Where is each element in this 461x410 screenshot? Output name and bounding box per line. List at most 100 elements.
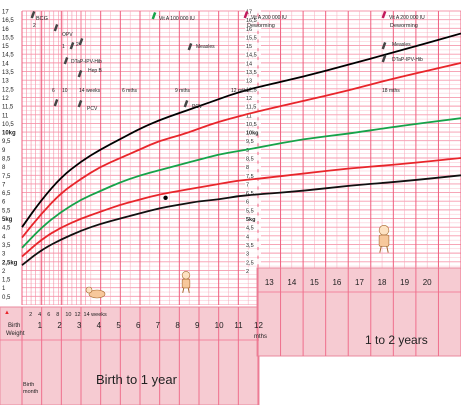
annot-age: 18 mths: [382, 88, 400, 94]
x-tick-month: 10: [215, 321, 224, 330]
y-tick-label: 13: [2, 79, 9, 85]
x-tick-month: 7: [156, 321, 161, 330]
y-tick-mid-bg: [245, 94, 261, 100]
birth-month-label: Birth: [23, 382, 34, 388]
y-tick-mid-bg: [245, 68, 261, 75]
x-tick-month-year2: 17: [355, 278, 364, 287]
y-tick-mid-bg: [245, 215, 261, 222]
y-tick-label: 6,5: [2, 191, 11, 197]
y-tick-label: 14: [2, 61, 9, 67]
y-tick-mid-label: 7: [246, 182, 249, 188]
y-tick-mid-bg: [245, 198, 261, 204]
y-tick-mid-bg: [245, 232, 261, 239]
y-tick-label: 3,5: [2, 243, 11, 249]
x-tick-month: 1: [38, 321, 43, 330]
annot-measles: Measles: [392, 42, 411, 48]
annot-age: 14 weeks: [79, 88, 101, 94]
annot-pcv: PCV: [87, 106, 98, 112]
y-tick-label: 7,5: [2, 174, 11, 180]
vial-icon: [381, 10, 387, 19]
y-tick-mid-label: 9: [246, 148, 249, 154]
y-tick-mid-bg: [245, 59, 261, 66]
y-tick-mid-bg: [245, 180, 261, 187]
y-tick-label: 11: [2, 113, 9, 119]
y-tick-label: 8: [2, 165, 6, 171]
y-tick-mid-bg: [245, 103, 261, 109]
x-tick-month-year2: 18: [378, 278, 387, 287]
y-tick-mid-label: 5,5: [246, 208, 254, 214]
vial-icon: [183, 99, 189, 108]
y-tick-label: 11,5: [2, 105, 14, 111]
x-tick-month: 5: [116, 321, 121, 330]
x-tick-month: 3: [77, 321, 82, 330]
y-tick-mid-bg: [245, 172, 261, 178]
y-tick-mid-label: 9,5: [246, 139, 254, 145]
y-tick-mid-bg: [245, 77, 261, 83]
birth-weight-label: Birth: [8, 323, 20, 329]
growth-curve: [21, 62, 461, 239]
annot-vita: Vit A 200 000 IU: [251, 15, 287, 21]
y-tick-label: 12: [2, 96, 9, 102]
y-tick-mid-label: 8: [246, 165, 249, 171]
y-tick-label: 5,5: [2, 208, 11, 214]
y-tick-mid-label: 11,5: [246, 105, 256, 111]
y-tick-label: 8,5: [2, 157, 11, 163]
y-tick-labels: 1716,51615,51514,51413,51312,51211,51110…: [0, 0, 21, 305]
growth-curves: [21, 32, 461, 266]
y-tick-mid-label: 11: [246, 113, 252, 119]
y-tick-mid-bg: [245, 111, 261, 118]
year2-label: 1 to 2 years: [365, 333, 428, 347]
annot-opv: OPV: [62, 32, 73, 38]
y-tick-mid-label: 3,5: [246, 243, 254, 249]
y-tick-mid-bg: [245, 129, 261, 135]
x-tick-week: 14 weeks: [84, 312, 107, 318]
y-tick-labels-middle: 17 16,5 16 15,5 15 14,5 14 13,5 13 12,5 12 11,5 11 10…: [245, 8, 261, 275]
panel-year1: [0, 306, 260, 406]
x-tick-month-year2: 16: [332, 278, 341, 287]
y-tick-mid-bg: [245, 163, 261, 170]
y-tick-mid-bg: [245, 120, 261, 126]
y-tick-mid-label: 12,5: [246, 87, 257, 93]
y-tick-mid-label: 13: [246, 79, 252, 85]
y-tick-label: 15: [2, 44, 9, 50]
child-illustration: [378, 234, 390, 247]
vial-icon: [53, 98, 59, 107]
annot-bcg: BCG: [36, 16, 48, 22]
x-tick-month: 11: [234, 321, 243, 330]
y-tick-mid-bg: [245, 267, 261, 273]
y-tick-mid-label: 10,5: [246, 122, 257, 128]
y-tick-label: 1,5: [2, 278, 11, 284]
year1-label: Birth to 1 year: [96, 372, 178, 387]
y-tick-label: 2,5kg: [2, 260, 18, 266]
x-tick-week: 4: [38, 312, 41, 318]
birth-weight-label: Weight: [6, 331, 25, 337]
y-tick-mid-bg: [245, 33, 261, 40]
y-tick-mid-label: 6: [246, 200, 249, 206]
x-tick-month: 6: [136, 321, 141, 330]
y-tick-label: 5kg: [2, 217, 13, 223]
annot-opv-num: 1: [62, 44, 65, 50]
vial-icon: [77, 69, 83, 78]
y-tick-mid-label: 17: [246, 10, 252, 16]
y-tick-label: 4: [2, 234, 6, 240]
child-illustration: [187, 287, 190, 294]
child-illustration: [386, 246, 389, 253]
x-months-suffix: mths: [254, 334, 267, 340]
annot-dtap: DTaP-IPV-Hib: [71, 59, 102, 65]
x-tick-week: 6: [47, 312, 50, 318]
vial-icon: [78, 38, 84, 46]
growth-curve: [21, 117, 461, 249]
vial-icon: [69, 42, 75, 50]
birth-month-label: month: [23, 389, 38, 395]
data-point: [163, 195, 168, 200]
annot-deworming: Deworming: [247, 23, 275, 29]
child-illustration: [378, 225, 390, 236]
growth-curve: [21, 157, 461, 258]
annot-age: 10: [62, 88, 68, 94]
x-tick-month-year2: 15: [310, 278, 319, 287]
annot-age: 6 mths: [122, 88, 138, 94]
y-tick-mid-label: 14: [246, 61, 252, 67]
